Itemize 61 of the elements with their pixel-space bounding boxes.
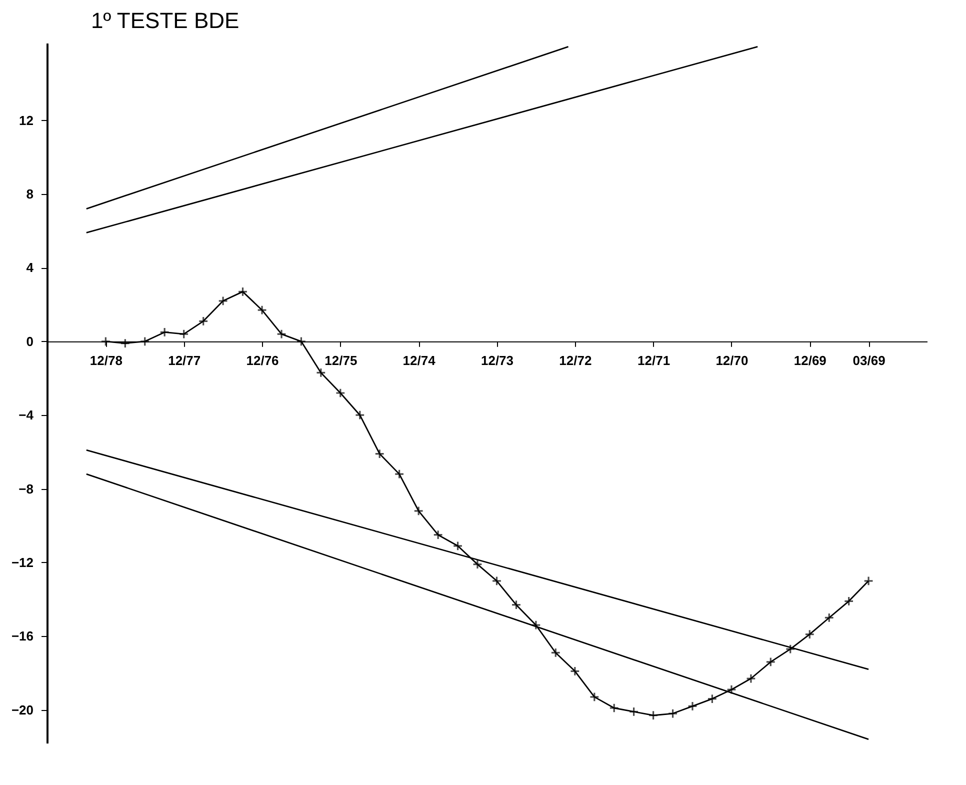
point <box>824 612 834 623</box>
y-tick-label: 12 <box>19 112 34 128</box>
y-tick-label: 0 <box>26 334 34 349</box>
point <box>628 706 639 717</box>
y-tick-label: 8 <box>26 186 34 202</box>
point <box>492 576 502 586</box>
point <box>257 305 268 316</box>
point <box>238 286 248 297</box>
point <box>511 600 522 610</box>
point <box>726 684 736 695</box>
point <box>550 648 561 658</box>
point <box>688 701 698 712</box>
point <box>472 559 482 570</box>
x-tick-label: 12/76 <box>246 352 279 368</box>
x-tick-label: 12/74 <box>402 352 436 368</box>
x-tick-label: 12/71 <box>638 352 670 368</box>
point <box>140 336 150 346</box>
point <box>746 674 756 684</box>
point <box>100 336 111 346</box>
point <box>452 540 463 551</box>
x-tick-label: 12/78 <box>90 352 122 368</box>
point <box>335 388 346 398</box>
y-tick-label: −20 <box>11 702 34 718</box>
x-tick-label: 12/77 <box>168 352 201 368</box>
y-tick-label: 4 <box>26 260 34 276</box>
y-tick-label: −12 <box>11 554 34 570</box>
point <box>178 329 189 340</box>
point <box>316 368 326 378</box>
point <box>707 694 718 704</box>
point <box>433 530 444 540</box>
point <box>198 316 208 326</box>
x-tick-label: 12/73 <box>480 352 514 368</box>
point <box>668 708 678 719</box>
x-tick-label: 12/69 <box>794 352 826 368</box>
x-tick-label: 12/72 <box>559 352 592 368</box>
point <box>570 666 580 676</box>
x-tick-label: 12/70 <box>716 352 748 368</box>
point <box>374 448 385 459</box>
point <box>354 410 365 420</box>
chart-title: 1º TESTE BDE <box>90 8 240 33</box>
point <box>864 576 874 586</box>
point <box>766 656 776 667</box>
point <box>218 296 228 306</box>
point <box>414 506 424 516</box>
point <box>120 338 130 348</box>
point <box>609 703 620 713</box>
point <box>785 644 796 654</box>
y-tick-label: −16 <box>11 628 34 644</box>
point <box>394 469 404 480</box>
point <box>589 692 600 702</box>
x-tick-label: 03/69 <box>852 352 886 368</box>
y-tick-label: −4 <box>18 408 34 423</box>
point <box>804 629 815 640</box>
y-tick-label: −8 <box>18 481 34 496</box>
point <box>648 710 658 720</box>
point <box>276 329 286 340</box>
point <box>844 596 854 606</box>
point <box>530 620 541 630</box>
point <box>296 336 306 346</box>
x-tick-label: 12/75 <box>324 352 358 368</box>
point <box>160 327 170 338</box>
